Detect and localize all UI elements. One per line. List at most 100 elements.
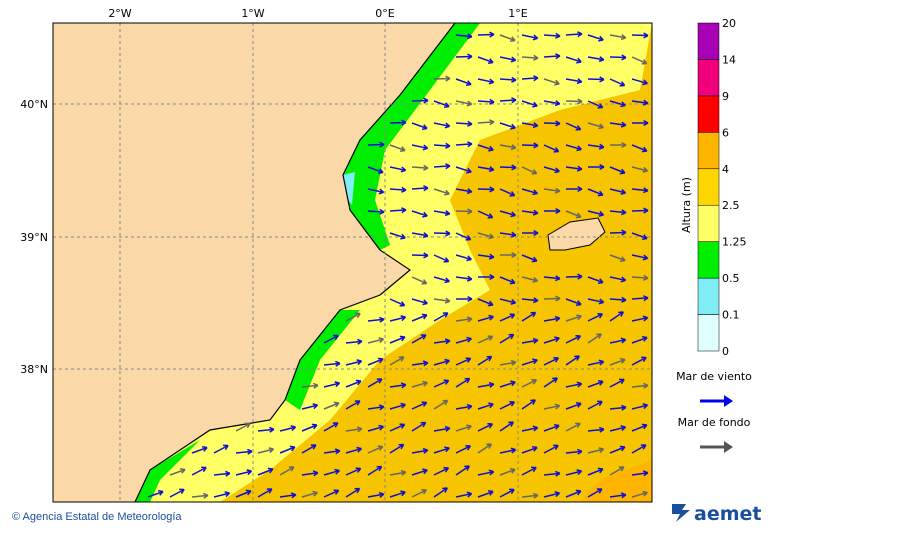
arrow-shaft (433, 399, 448, 410)
arrow-shaft (169, 468, 186, 476)
arrow-shaft (323, 469, 340, 476)
arrow-shaft (565, 56, 582, 63)
arrow-head (619, 256, 626, 262)
arrow-head (575, 335, 581, 341)
arrow-head (467, 208, 473, 215)
arrow-head (466, 424, 472, 431)
arrow-head (620, 425, 627, 432)
arrow-head (553, 424, 560, 430)
arrow-shaft (565, 382, 582, 388)
arrow-shaft (367, 493, 384, 498)
arrow-head (443, 467, 449, 473)
arrow-shaft (609, 276, 626, 282)
arrow-head (442, 399, 449, 406)
arrow-shaft (631, 34, 649, 37)
arrow-head (266, 488, 273, 494)
arrow-shaft (455, 122, 473, 125)
arrow-head (421, 401, 428, 407)
arrow-shaft (477, 100, 495, 103)
arrow-head (510, 144, 517, 151)
arrow-shaft (477, 335, 493, 344)
arrow-head (576, 381, 583, 388)
arrow-head (203, 492, 209, 499)
arrow-shaft (499, 99, 517, 102)
arrow-shaft (213, 492, 230, 498)
arrow-shaft (587, 188, 604, 196)
arrow-shaft (455, 143, 473, 146)
arrow-head (444, 358, 450, 365)
arrow-head (641, 234, 648, 240)
colorbar: 0 0.1 0.5 1.25 2.5 4 6 9 14 20 (697, 17, 747, 358)
arrow-shaft (455, 377, 470, 388)
arrow-head (575, 489, 582, 496)
arrow-head (510, 447, 517, 454)
arrow-head (509, 468, 516, 474)
arrow-shaft (631, 254, 648, 260)
arrow-head (643, 295, 649, 302)
arrow-head (400, 469, 407, 476)
arrow-shaft (499, 276, 516, 284)
arrow-shaft (499, 144, 516, 149)
arrow-head (532, 337, 539, 344)
arrow-shaft (521, 446, 538, 454)
arrow-head (245, 489, 252, 496)
arrow-head (576, 314, 582, 321)
arrow-shaft (411, 449, 428, 454)
arrow-shaft (433, 487, 448, 498)
arrow-head (597, 467, 604, 474)
colorbar-label: 14 (722, 53, 736, 66)
arrow-shaft (455, 232, 471, 241)
arrow-shaft (345, 360, 362, 366)
arrow-shaft (455, 210, 473, 213)
arrow-shaft (433, 254, 449, 263)
arrow-head (509, 278, 516, 285)
arrow-head (576, 78, 583, 85)
arrow-shaft (521, 34, 538, 40)
arrow-head (510, 231, 517, 238)
arrow-head (444, 425, 451, 432)
arrow-shaft (499, 34, 516, 42)
arrow-shaft (477, 210, 493, 219)
arrow-shaft (587, 100, 603, 109)
arrow-head (554, 187, 561, 194)
arrow-head (532, 122, 539, 129)
arrow-head (398, 443, 405, 450)
arrow-head (577, 273, 583, 280)
low-wave-zone (135, 310, 360, 502)
arrow-shaft (543, 78, 560, 85)
low-wave-zone (343, 23, 480, 250)
arrow-head (643, 187, 649, 194)
arrow-shaft (433, 232, 451, 235)
arrow-shaft (499, 232, 516, 236)
arrow-head (466, 255, 472, 262)
arrow-head (400, 166, 407, 173)
arrow-shaft (191, 494, 208, 498)
arrow-head (486, 355, 493, 362)
arrow-shaft (323, 422, 339, 432)
arrow-shaft (631, 209, 649, 212)
arrow-shaft (279, 494, 296, 498)
arrow-shaft (543, 55, 561, 58)
arrow-shaft (609, 34, 626, 39)
arrow-shaft (499, 333, 514, 344)
arrow-head (355, 467, 362, 473)
arrow-shaft (609, 78, 625, 87)
arrow-head (356, 359, 363, 366)
colorbar-band (697, 314, 720, 352)
arrow-head (555, 275, 561, 282)
arrow-shaft (631, 232, 648, 240)
arrow-head (157, 490, 164, 496)
arrow-shaft (411, 144, 428, 150)
arrow-head (530, 311, 537, 318)
arrow-head (444, 122, 451, 129)
arrow-head (596, 333, 602, 339)
arrow-shaft (565, 402, 582, 410)
arrow-head (510, 359, 517, 366)
arrow-shaft (279, 446, 296, 454)
arrow-shaft (389, 188, 407, 191)
arrow-head (597, 278, 604, 284)
arrow-head (488, 402, 494, 409)
arrow-shaft (521, 77, 539, 80)
arrow-shaft (455, 337, 472, 344)
arrow-head (400, 490, 406, 497)
